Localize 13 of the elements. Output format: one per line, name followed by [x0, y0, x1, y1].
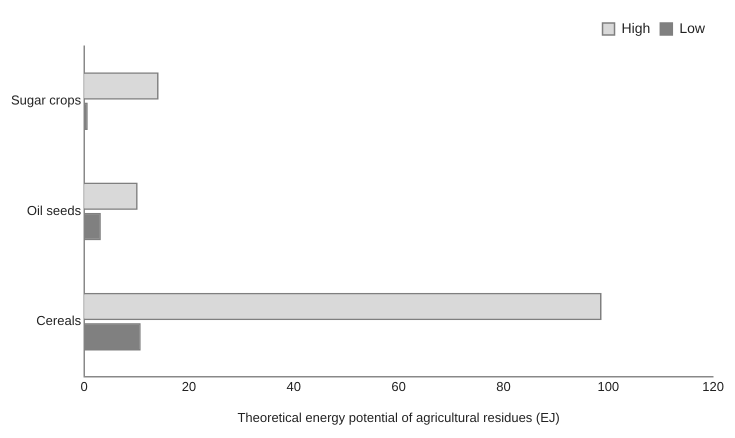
y-tick-label: Sugar crops — [10, 92, 82, 108]
x-tick-label: 60 — [391, 379, 406, 394]
legend-label: Low — [679, 20, 706, 36]
x-tick-label: 40 — [286, 379, 302, 394]
y-tick-label: Oil seeds — [26, 202, 82, 218]
y-tick-label: Cereals — [36, 313, 82, 328]
x-tick-label: 20 — [182, 379, 196, 394]
x-tick-label: 100 — [597, 379, 620, 394]
x-tick-label: 80 — [496, 379, 511, 394]
x-tick-label: 120 — [702, 379, 724, 394]
x-tick-label: 0 — [80, 379, 88, 394]
x-axis-title: Theoretical energy potential of agricultural residues (EJ) — [237, 410, 560, 425]
legend-label: High — [622, 20, 650, 36]
